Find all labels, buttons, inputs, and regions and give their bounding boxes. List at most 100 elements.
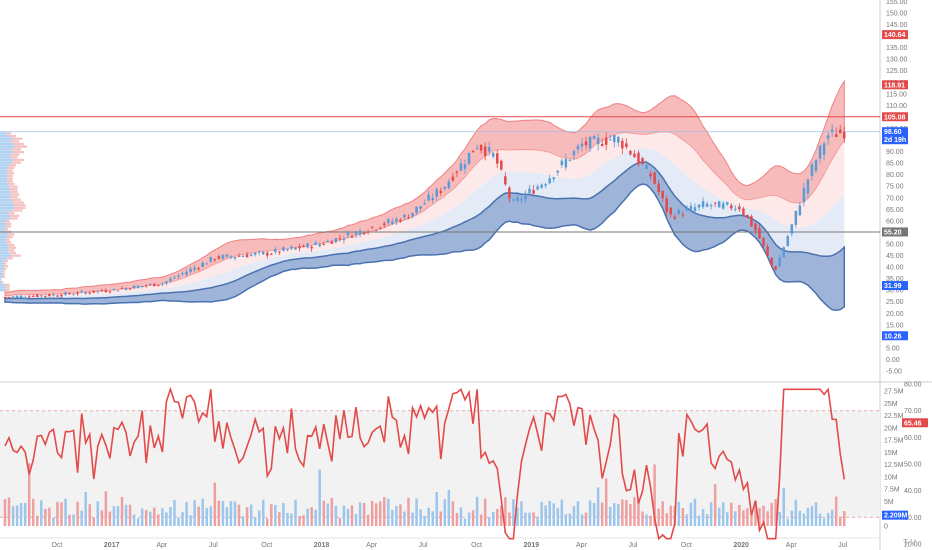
volume-bar [475, 496, 479, 526]
candle-body [782, 247, 785, 258]
time-tick-label: Apr [366, 542, 378, 549]
candle-body [302, 245, 305, 248]
volume-bar [496, 508, 499, 526]
price-badge-label: 31.99 [884, 283, 902, 290]
volume-profile-bar [0, 172, 8, 175]
candle-body [419, 206, 422, 209]
volume-bar [294, 499, 297, 526]
candle-body [588, 136, 592, 149]
volume-bar [128, 504, 132, 526]
candle-body [274, 249, 277, 252]
candle-body [786, 236, 790, 247]
volume-profile-bar [0, 238, 6, 241]
volume-profile-bar [0, 225, 7, 228]
volume-bar [108, 511, 112, 526]
price-tick-label: 145.00 [886, 22, 908, 29]
volume-profile-bar [0, 227, 5, 231]
volume-bar [762, 505, 765, 526]
candle-body [290, 246, 293, 249]
candle-body [770, 257, 773, 266]
volume-bar [487, 517, 491, 526]
candle-body [758, 228, 761, 239]
volume-bar [617, 503, 620, 526]
candle-body [132, 285, 136, 289]
volume-profile-bar [0, 275, 3, 279]
candle-body [750, 216, 753, 227]
price-tick-label: 45.00 [886, 253, 904, 260]
candle-body [540, 184, 543, 188]
volume-bar [96, 501, 100, 526]
volume-profile-bar [0, 142, 14, 146]
volume-bar [36, 515, 39, 526]
candle-body [693, 207, 697, 212]
volume-bar [132, 514, 136, 526]
volume-profile-bar [1, 280, 4, 284]
volume-bar [621, 499, 624, 526]
volume-profile-bar [13, 201, 24, 204]
volume-bar [354, 513, 358, 526]
candle-body [350, 236, 354, 238]
volume-bar [326, 503, 330, 526]
volume-profile-bar [0, 222, 7, 225]
candle-body [249, 254, 253, 256]
volume-bar [500, 505, 503, 526]
candle-body [746, 214, 749, 218]
candle-body [528, 188, 531, 194]
candle-body [415, 206, 418, 214]
time-tick-label: 2018 [314, 542, 330, 549]
horizontal-lines[interactable] [0, 116, 880, 233]
candle-body [217, 256, 221, 259]
candle-body [378, 227, 382, 229]
candle-body [471, 150, 475, 153]
volume-bar [209, 506, 213, 526]
volume-bar [725, 512, 729, 526]
volume-bar [754, 500, 757, 526]
price-tick-label: 60.00 [886, 218, 904, 225]
candle-body [818, 145, 822, 159]
volume-bar [286, 512, 289, 526]
volume-tick-label: 0 [884, 524, 888, 531]
rsi-badge-label: 65.46 [904, 420, 922, 427]
volume-bar [778, 512, 781, 526]
price-tick-label: 0.00 [886, 357, 900, 364]
volume-bar [197, 506, 200, 526]
volume-profile-bar [5, 219, 10, 223]
volume-profile-bar [2, 275, 5, 279]
price-tick-label: 125.00 [886, 68, 908, 75]
volume-profile-bar [0, 134, 9, 138]
candle-body [697, 204, 701, 208]
volume-profile-bar [0, 219, 6, 223]
candle-body [149, 283, 152, 285]
candle-body [112, 288, 116, 290]
volume-profile-bar [0, 158, 14, 162]
volume-bar [56, 501, 59, 526]
volume-bar [504, 497, 507, 526]
candle-body [641, 158, 644, 164]
candle-body [762, 237, 765, 247]
volume-profile-bar [0, 156, 10, 159]
candle-body [193, 267, 196, 270]
volume-profile-bar [5, 288, 10, 292]
volume-bar [342, 505, 346, 526]
volume-profile-bar [0, 286, 6, 289]
price-tick-label: 115.00 [886, 91, 907, 98]
price-tick-label: 5.00 [886, 345, 900, 352]
candle-body [84, 292, 87, 294]
volume-bar [471, 510, 475, 526]
volume-profile-bar [0, 270, 3, 273]
candle-body [395, 218, 398, 222]
candle-body [504, 176, 507, 185]
candle-body [197, 268, 200, 270]
candle-body [742, 208, 745, 216]
candle-body [383, 223, 386, 226]
volume-profile-bar [0, 235, 8, 239]
candle-body [354, 231, 358, 235]
volume-bar [266, 518, 269, 526]
volume-bar [536, 516, 539, 526]
time-tick-label: Jul [628, 542, 637, 549]
candle-body [366, 231, 370, 233]
candle-body [608, 139, 612, 141]
tradingview-logo[interactable]: T·V [903, 538, 917, 547]
candle-body [701, 201, 705, 208]
